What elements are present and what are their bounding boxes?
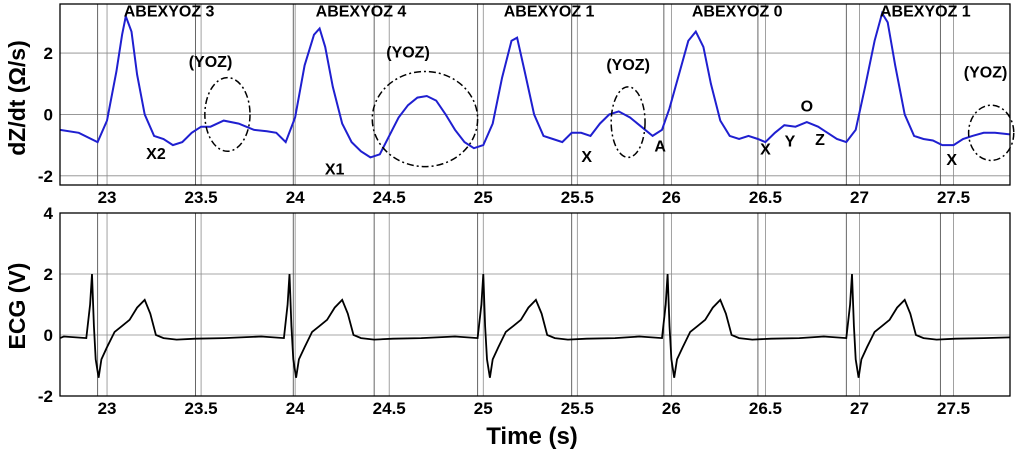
impedance-annotation: X <box>581 149 592 166</box>
impedance-x-tick-label: 25 <box>474 188 493 207</box>
impedance-grid <box>60 4 1010 185</box>
impedance-annotation: ABEXYOZ 0 <box>692 3 783 20</box>
ecg-series-line <box>60 273 1010 378</box>
impedance-y-tick-label: 0 <box>44 105 53 124</box>
ecg-x-tick-label: 26 <box>662 399 681 418</box>
impedance-y-tick-label: 2 <box>44 44 53 63</box>
ecg-plot-frame <box>59 212 1011 397</box>
impedance-y-axis-label: dZ/dt (Ω/s) <box>4 40 30 156</box>
impedance-x-tick-label: 26 <box>662 188 681 207</box>
ecg-y-tick-label: -2 <box>38 387 53 406</box>
impedance-x-tick-label: 24 <box>286 188 305 207</box>
impedance-annotations: ABEXYOZ 3 ABEXYOZ 4 ABEXYOZ 1 ABEXYOZ 0 ABEX… <box>124 3 1008 178</box>
impedance-annotation: O <box>801 98 813 115</box>
ecg-y-tick-label: 4 <box>44 204 54 223</box>
impedance-event-lines <box>97 4 941 185</box>
impedance-x-ticks: 23 23.5 24 24.5 25 25.5 26 26.5 27 27.5 <box>98 188 971 207</box>
impedance-plot-frame <box>59 3 1011 186</box>
impedance-annotation: X1 <box>325 161 345 178</box>
ecg-x-tick-label: 27 <box>850 399 869 418</box>
impedance-y-tick-label: -2 <box>38 167 53 186</box>
yoz-ellipse <box>967 104 1015 162</box>
impedance-x-tick-label: 23 <box>98 188 117 207</box>
yoz-ellipse <box>610 86 646 159</box>
yoz-ellipse <box>204 76 251 153</box>
impedance-annotation: (YOZ) <box>189 54 233 71</box>
impedance-annotation: ABEXYOZ 3 <box>124 3 215 20</box>
impedance-x-tick-label: 27 <box>850 188 869 207</box>
impedance-annotation: X2 <box>146 146 166 163</box>
impedance-annotation: ABEXYOZ 1 <box>504 3 595 20</box>
impedance-annotation: (YOZ) <box>964 65 1008 82</box>
impedance-panel: ABEXYOZ 3 ABEXYOZ 4 ABEXYOZ 1 ABEXYOZ 0 ABEX… <box>4 3 1015 207</box>
yoz-ellipse <box>371 70 479 168</box>
impedance-annotation: ABEXYOZ 4 <box>316 3 407 20</box>
ecg-y-tick-label: 2 <box>44 265 53 284</box>
ecg-x-tick-label: 23 <box>98 399 117 418</box>
ecg-x-tick-label: 26.5 <box>749 399 782 418</box>
impedance-x-tick-label: 25.5 <box>561 188 594 207</box>
ecg-x-ticks: 23 23.5 24 24.5 25 25.5 26 26.5 27 27.5 <box>98 399 971 418</box>
ecg-y-axis-label: ECG (V) <box>4 263 30 350</box>
impedance-series-line <box>60 10 1010 159</box>
impedance-x-tick-label: 24.5 <box>373 188 406 207</box>
ecg-x-tick-label: 27.5 <box>937 399 970 418</box>
impedance-y-ticks: -2 0 2 <box>38 44 53 186</box>
ecg-x-axis-label: Time (s) <box>486 423 578 450</box>
ecg-y-ticks: -2 0 2 4 <box>38 204 54 406</box>
ecg-x-tick-label: 24.5 <box>373 399 406 418</box>
impedance-x-tick-label: 23.5 <box>185 188 218 207</box>
ecg-y-tick-label: 0 <box>44 326 53 345</box>
ecg-x-tick-label: 25 <box>474 399 493 418</box>
ecg-x-tick-label: 25.5 <box>561 399 594 418</box>
impedance-annotation: Y <box>785 134 796 151</box>
ecg-grid <box>60 212 1010 397</box>
impedance-annotation: Z <box>815 132 825 149</box>
ecg-event-lines <box>97 213 941 396</box>
yoz-ellipses <box>204 70 1015 168</box>
impedance-annotation: ABEXYOZ 1 <box>880 3 971 20</box>
impedance-annotation: X <box>946 152 957 169</box>
impedance-annotation: X <box>760 141 771 158</box>
impedance-x-tick-label: 26.5 <box>749 188 782 207</box>
impedance-annotation: (YOZ) <box>386 45 430 62</box>
impedance-x-tick-label: 27.5 <box>937 188 970 207</box>
impedance-annotation: A <box>654 138 666 155</box>
ecg-x-tick-label: 23.5 <box>185 399 218 418</box>
ecg-x-tick-label: 24 <box>286 399 305 418</box>
impedance-annotation: (YOZ) <box>606 57 650 74</box>
